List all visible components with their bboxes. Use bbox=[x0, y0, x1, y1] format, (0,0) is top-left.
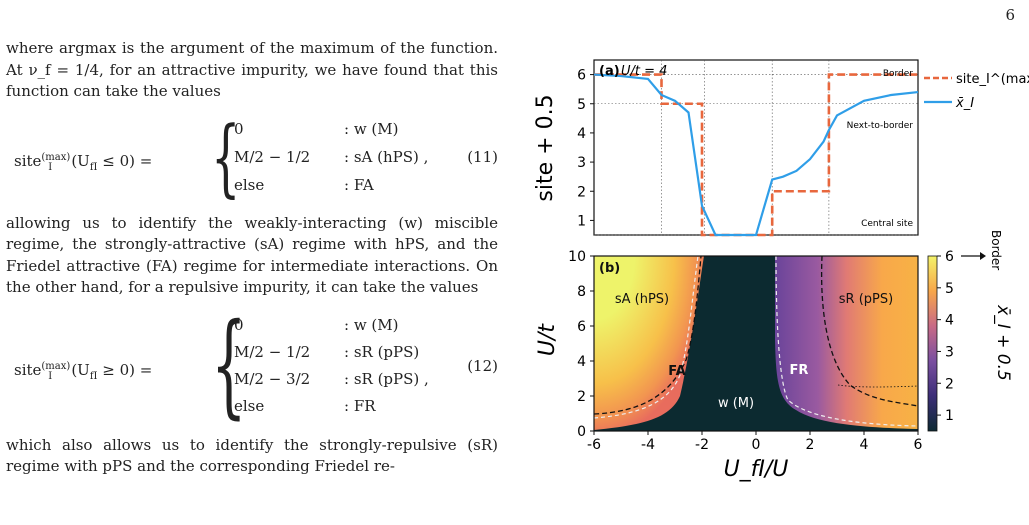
boundary-sA bbox=[594, 256, 702, 415]
panel-a-ytick-label-4: 5 bbox=[577, 97, 586, 113]
panel-b-xtick-label-5: 4 bbox=[860, 437, 869, 453]
eq11-case-2-value: M/2 − 1/2 bbox=[234, 147, 311, 166]
panel-b-ytick-label-4: 8 bbox=[577, 284, 586, 300]
panel-a-ylabel: site + 0.5 bbox=[533, 94, 558, 201]
panel-b-ytick-label-5: 10 bbox=[568, 249, 586, 265]
panel-b-ytick-label-1: 2 bbox=[577, 389, 586, 405]
panel-b-xlabel: U_fI/U bbox=[724, 457, 789, 482]
heatmap bbox=[594, 256, 918, 431]
paragraph-1: where argmax is the argument of the maxi… bbox=[6, 39, 498, 100]
annotation-border: Border bbox=[883, 69, 913, 79]
panel-b-xtick-label-3: 0 bbox=[752, 437, 761, 453]
colorbar-tick-label-2: 3 bbox=[945, 344, 954, 360]
eq11-case-3-value: else bbox=[234, 175, 265, 194]
eq11-number: (11) bbox=[467, 147, 498, 166]
annotation-central-site: Central site bbox=[861, 219, 913, 229]
colorbar-tick-label-5: 6 bbox=[945, 249, 954, 265]
series-xbar-line bbox=[593, 73, 919, 237]
region-label-FA: FA bbox=[668, 364, 685, 379]
panel-b-xtick-label-6: 6 bbox=[914, 437, 923, 453]
region-label-FR: FR bbox=[790, 363, 809, 378]
panel-b-ytick-label-2: 4 bbox=[577, 354, 586, 370]
region-label-sR: sR (pPS) bbox=[839, 292, 893, 307]
paragraph-3: which also allows us to identify the str… bbox=[6, 435, 498, 476]
annotation-next-to-border: Next-to-border bbox=[847, 121, 914, 131]
figure-svg: 1 2 3 4 5 6 (a) U/t = 4 Border Next-to-border… bbox=[533, 59, 1029, 482]
panel-b-xtick-label-1: -4 bbox=[641, 437, 655, 453]
legend-xbar-label: x̄_I bbox=[955, 96, 974, 111]
eq12-case-3-value: M/2 − 3/2 bbox=[234, 369, 311, 388]
eq12-case-3-label: : sR (pPS) , bbox=[344, 369, 429, 388]
colorbar-tick-label-0: 1 bbox=[945, 408, 954, 424]
colorbar bbox=[927, 255, 938, 432]
panel-a-frame bbox=[593, 59, 919, 236]
eq12-case-4-label: : FR bbox=[344, 396, 376, 415]
eq11-lhs: site(max)I (UfI ≤ 0) = bbox=[14, 151, 153, 173]
eq11-brace: { bbox=[211, 107, 241, 206]
page-number: 6 bbox=[1005, 6, 1015, 24]
panel-a-label: (a) bbox=[599, 64, 620, 79]
paragraph-2: allowing us to identify the weakly-inter… bbox=[6, 213, 498, 297]
panel-b-ylabel: U/t bbox=[535, 323, 560, 357]
eq12-number: (12) bbox=[467, 356, 498, 375]
panel-a-ytick-label-0: 1 bbox=[577, 213, 586, 229]
boundary-sR bbox=[820, 256, 918, 407]
eq12-case-1-label: : w (M) bbox=[344, 315, 399, 334]
panel-a-ytick-label-5: 6 bbox=[577, 68, 586, 84]
text-column: where argmax is the argument of the maxi… bbox=[6, 38, 498, 478]
eq12-case-4-value: else bbox=[234, 396, 265, 415]
panel-b-ytick-label-3: 6 bbox=[577, 319, 586, 335]
series-site-max-line bbox=[594, 73, 918, 237]
panel-a-ytick-label-3: 4 bbox=[577, 126, 586, 142]
eq11-case-1-label: : w (M) bbox=[344, 119, 399, 138]
colorbar-border-label: Border bbox=[989, 230, 1003, 270]
panel-b-xtick-label-2: -2 bbox=[695, 437, 709, 453]
eq12-lhs: site(max)I (UfI ≥ 0) = bbox=[14, 360, 153, 382]
region-label-w: w (M) bbox=[718, 396, 754, 411]
eq11-case-1-value: 0 bbox=[234, 119, 244, 138]
panel-b-xtick-label-0: -6 bbox=[587, 437, 601, 453]
colorbar-label: x̄_I + 0.5 bbox=[993, 304, 1013, 381]
panel-a-ytick-label-1: 2 bbox=[577, 184, 586, 200]
panel-a: 1 2 3 4 5 6 (a) U/t = 4 Border Next-to-border… bbox=[533, 59, 1029, 237]
colorbar-tick-label-3: 4 bbox=[945, 313, 954, 329]
panel-a-ytick-label-2: 3 bbox=[577, 155, 586, 171]
eq11-case-3-label: : FA bbox=[344, 175, 374, 194]
equation-12: site(max)I (UfI ≥ 0) = { 0 : w (M) M/2 −… bbox=[6, 307, 498, 425]
boundary-w-right bbox=[775, 256, 918, 427]
equation-11: site(max)I (UfI ≤ 0) = { 0 : w (M) M/2 −… bbox=[6, 111, 498, 203]
panel-b: 0 2 4 6 8 10 -6 -4 -2 0 2 4 6 (b) sA (hPS) sR (pPS)… bbox=[535, 230, 1013, 482]
panel-b-label: (b) bbox=[599, 261, 620, 276]
colorbar-arrow-head-icon bbox=[980, 252, 986, 260]
figure: 1 2 3 4 5 6 (a) U/t = 4 Border Next-to-border… bbox=[520, 40, 1029, 521]
eq12-brace: { bbox=[211, 299, 247, 430]
region-label-sA: sA (hPS) bbox=[615, 292, 669, 307]
panel-b-ytick-label-0: 0 bbox=[577, 424, 586, 440]
boundary-w-left bbox=[594, 256, 699, 419]
panel-a-param: U/t = 4 bbox=[621, 64, 667, 79]
eq12-case-1-value: 0 bbox=[234, 315, 244, 334]
heatmap-repulsive-region bbox=[775, 256, 918, 429]
heatmap-attractive-region bbox=[594, 256, 704, 430]
panel-b-xtick-label-4: 2 bbox=[806, 437, 815, 453]
colorbar-tick-label-1: 2 bbox=[945, 376, 954, 392]
eq11-case-2-label: : sA (hPS) , bbox=[344, 147, 429, 166]
eq12-case-2-label: : sR (pPS) bbox=[344, 342, 420, 361]
colorbar-tick-label-4: 5 bbox=[945, 281, 954, 297]
legend-site-max-label: site_I^(max) bbox=[956, 72, 1029, 87]
eq12-case-2-value: M/2 − 1/2 bbox=[234, 342, 311, 361]
